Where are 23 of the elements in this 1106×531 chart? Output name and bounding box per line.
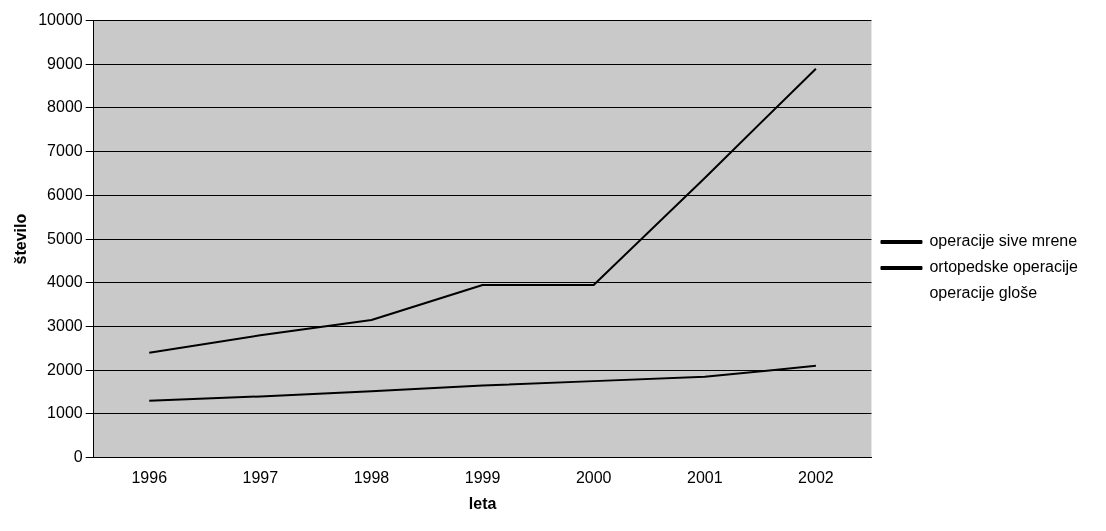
x-axis-title: leta — [468, 494, 497, 512]
y-tick-label: 7000 — [47, 142, 83, 160]
y-tick-label: 10000 — [38, 11, 83, 29]
y-tick-label: 1000 — [47, 404, 83, 422]
y-tick-label: 8000 — [47, 98, 83, 116]
text: operacije gloše — [929, 284, 1038, 302]
y-tick-label: 9000 — [47, 54, 83, 72]
legend-label: operacije sive mrene — [929, 232, 1078, 250]
y-tick-label: 6000 — [47, 185, 83, 203]
y-axis-title: število — [12, 213, 30, 265]
y-tick-label: 5000 — [47, 229, 83, 247]
legend-label: ortopedske operacije — [929, 258, 1079, 276]
y-tick-label: 2000 — [47, 360, 83, 378]
x-tick-label: 1997 — [242, 468, 279, 486]
y-tick-label: 4000 — [47, 273, 83, 291]
y-tick-label: 0 — [73, 448, 83, 466]
x-tick-label: 2000 — [575, 468, 612, 486]
x-tick-label: 1996 — [131, 468, 168, 486]
x-tick-label: 1998 — [353, 468, 390, 486]
x-tick-label: 1999 — [464, 468, 501, 486]
x-tick-label: 2002 — [798, 468, 834, 486]
x-tick-label: 2001 — [687, 468, 723, 486]
y-tick-label: 3000 — [47, 316, 83, 334]
